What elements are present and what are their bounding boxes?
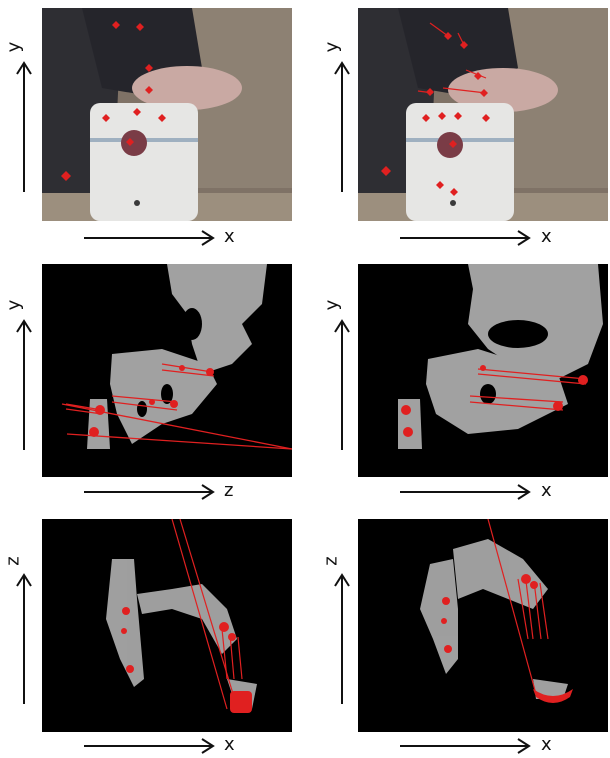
y-axis-arrow-4	[334, 319, 350, 450]
point-cloud-xz-1	[42, 519, 292, 732]
feature-points	[61, 21, 166, 181]
x-axis-arrow-2	[400, 230, 531, 246]
feature-points	[381, 32, 490, 196]
axis-label-x-4: x	[541, 480, 552, 501]
depth-view-3	[42, 264, 292, 477]
axis-label-y-3: y	[3, 299, 25, 311]
axis-label-x-6: x	[541, 734, 552, 755]
axis-label-z-5: z	[2, 556, 24, 566]
x-axis-arrow-5	[84, 738, 215, 754]
x-axis-arrow-6	[400, 738, 531, 754]
axis-label-x-5: x	[224, 734, 235, 755]
axis-label-z-6: z	[320, 556, 342, 566]
x-axis-arrow-1	[84, 230, 215, 246]
y-axis-arrow-3	[16, 319, 32, 450]
axis-label-x-1: x	[224, 226, 235, 247]
depth-view-5	[42, 519, 292, 732]
photo-frame-1	[42, 8, 292, 221]
x-axis-arrow-4	[400, 484, 531, 500]
camera-image-1	[42, 8, 292, 221]
axis-label-x-2: x	[541, 226, 552, 247]
z-axis-arrow-3	[84, 484, 215, 500]
point-cloud-xz-2	[358, 519, 608, 732]
photo-frame-2	[358, 8, 608, 221]
y-axis-arrow-1	[16, 61, 32, 192]
depth-view-4	[358, 264, 608, 477]
axis-label-y-1: y	[3, 41, 25, 53]
point-cloud-xy	[358, 264, 608, 477]
z-axis-arrow-6	[334, 573, 350, 704]
z-axis-arrow-5	[16, 573, 32, 704]
axis-label-y-4: y	[321, 299, 343, 311]
depth-view-6	[358, 519, 608, 732]
axis-label-y-2: y	[321, 41, 343, 53]
axis-label-z-3: z	[224, 480, 234, 501]
y-axis-arrow-2	[334, 61, 350, 192]
point-cloud-zy	[42, 264, 292, 477]
camera-image-2	[358, 8, 608, 221]
